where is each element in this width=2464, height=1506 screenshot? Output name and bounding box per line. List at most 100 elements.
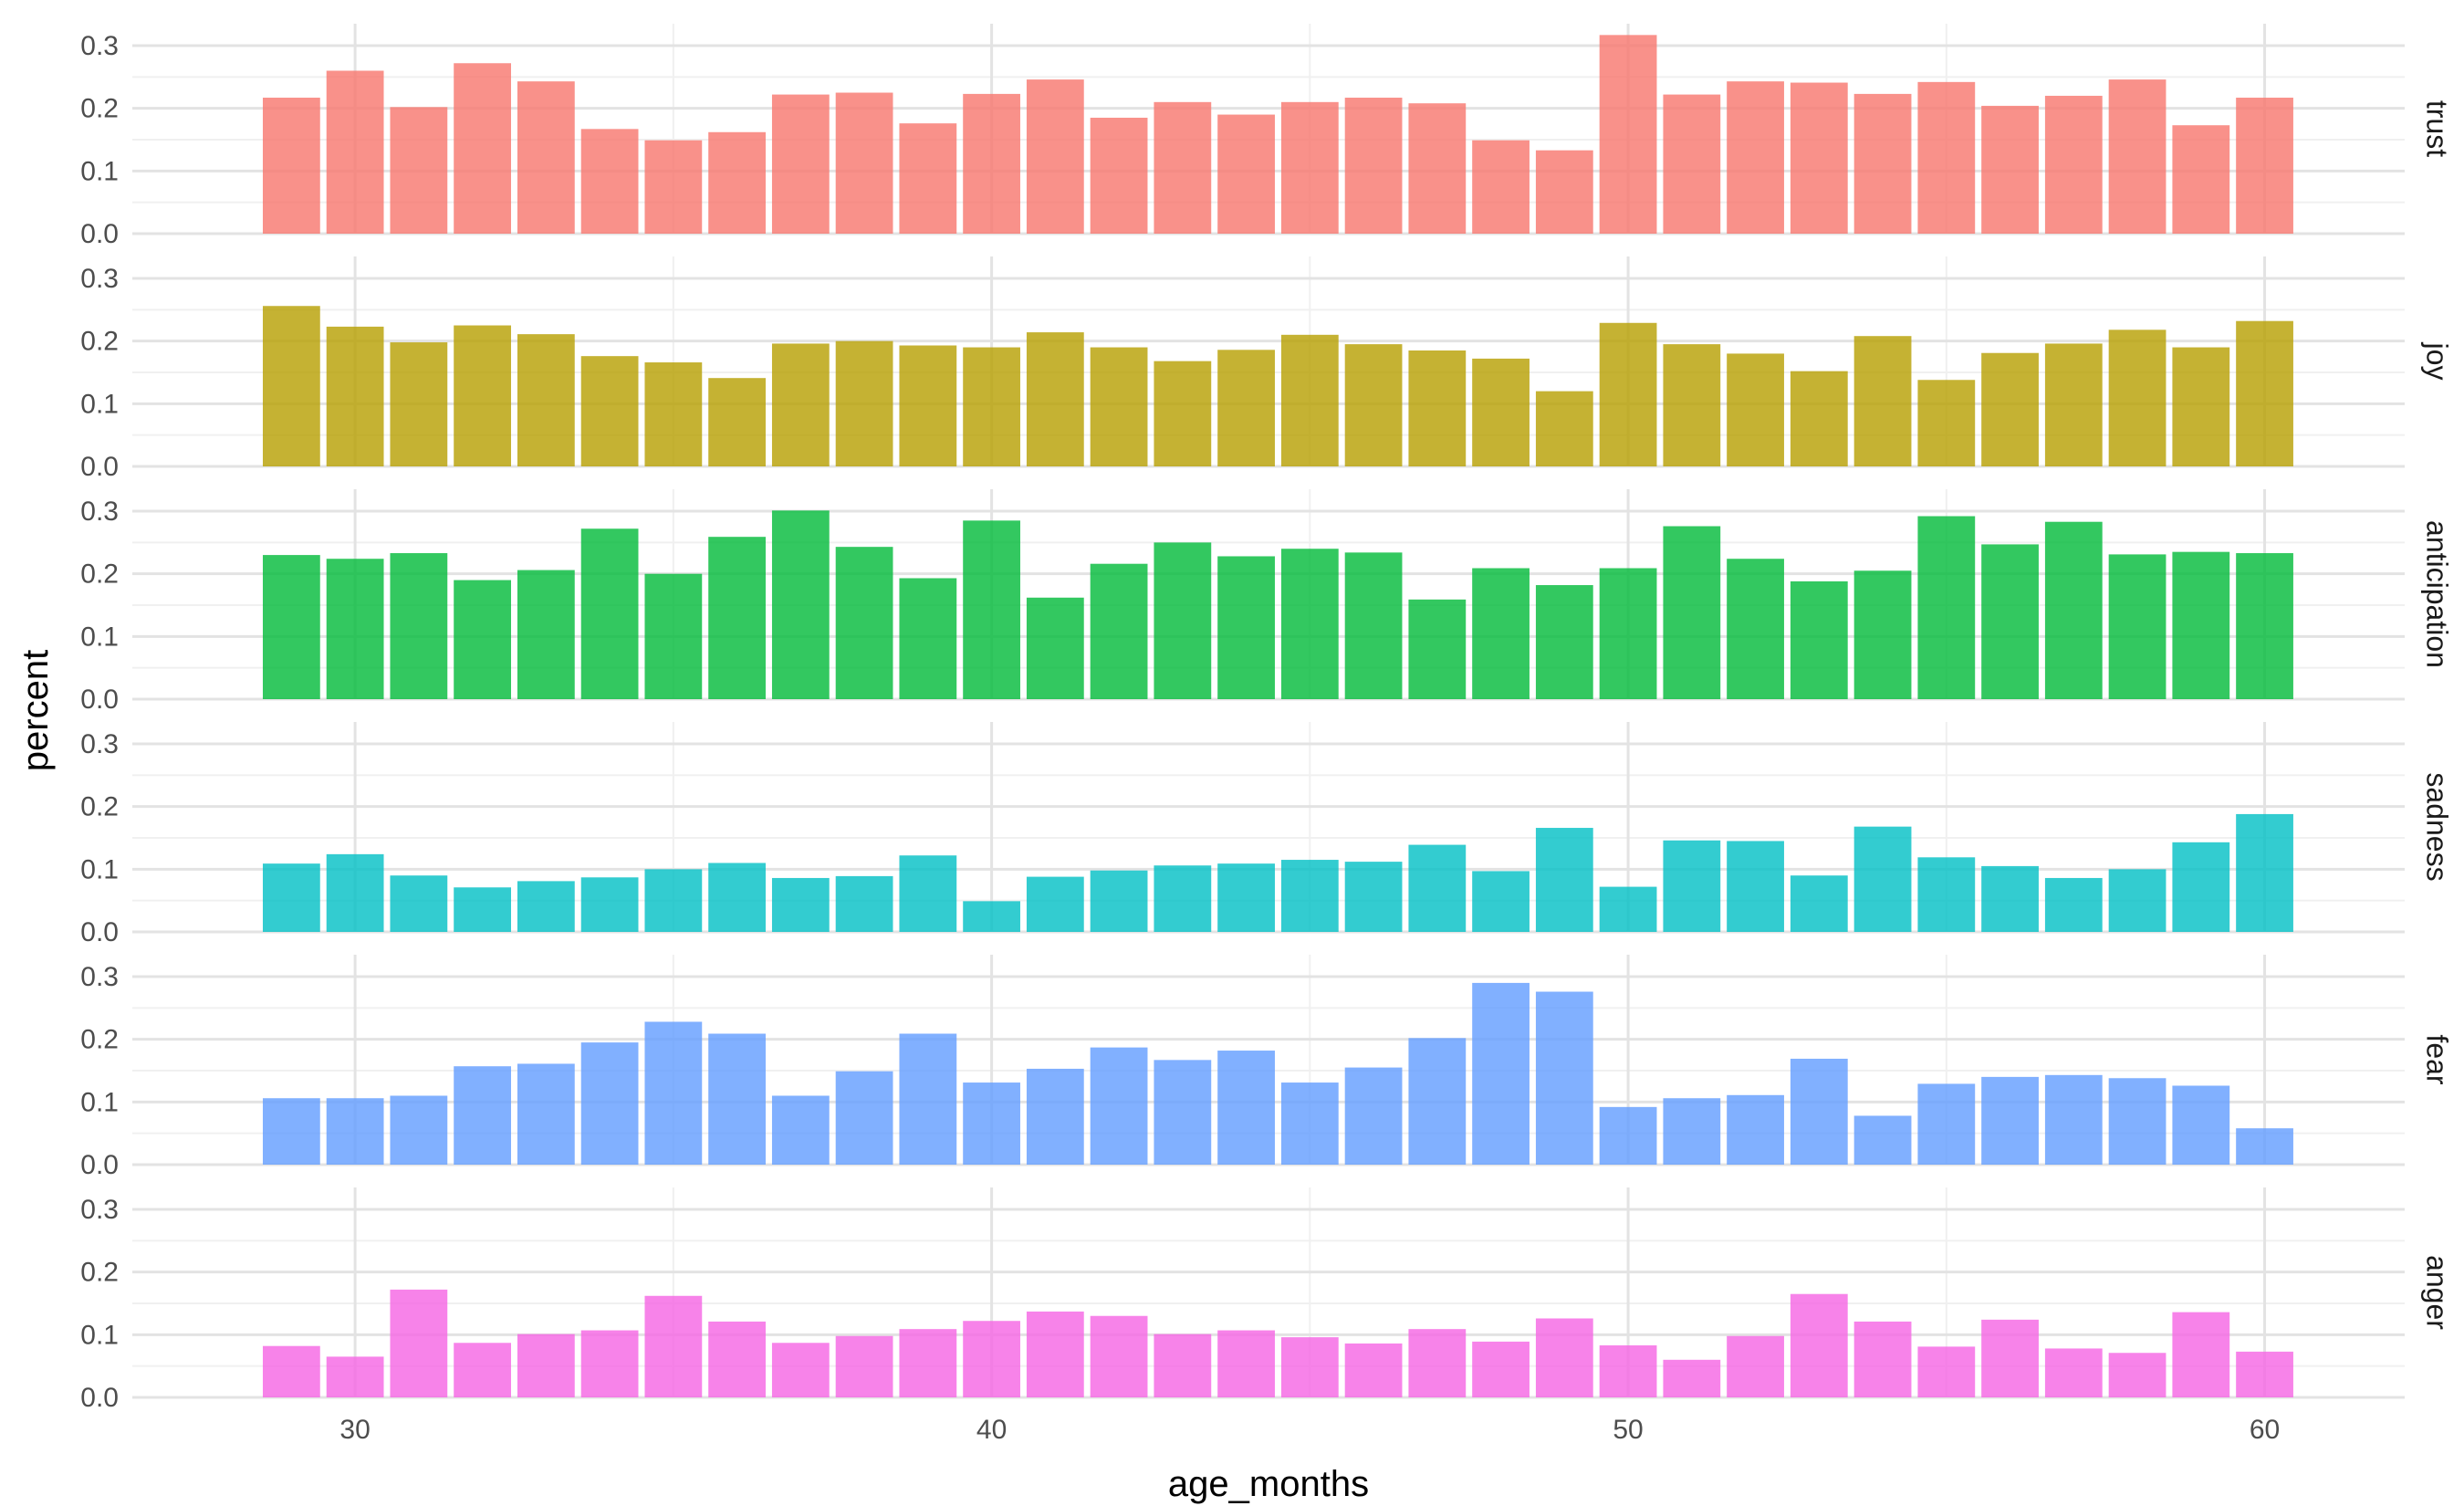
bar-anger (1790, 1293, 1848, 1397)
bar-sadness (517, 881, 575, 932)
bar-anticipation (1599, 568, 1657, 699)
bar-anticipation (2108, 554, 2166, 699)
bar-anticipation (1853, 570, 1912, 699)
bar-joy (899, 345, 957, 466)
bar-trust (1981, 105, 2039, 234)
y-tick-label: 0.2 (80, 792, 119, 822)
bar-anger (708, 1321, 766, 1397)
bar-trust (2044, 95, 2103, 234)
y-axis-title: percent (16, 650, 56, 771)
x-tick-label: 40 (976, 1415, 1007, 1445)
bar-sadness (454, 887, 511, 932)
bar-trust (2172, 125, 2230, 234)
y-tick-label: 0.1 (80, 156, 119, 186)
bar-fear (2236, 1128, 2293, 1165)
bar-fear (1663, 1098, 1721, 1165)
bar-fear (1981, 1076, 2039, 1165)
bar-joy (708, 378, 766, 466)
bar-sadness (708, 863, 766, 932)
bar-fear (2044, 1074, 2103, 1165)
bar-sadness (899, 855, 957, 932)
y-tick-label: 0.2 (80, 94, 119, 124)
bar-sadness (1727, 841, 1784, 932)
bar-anticipation (2172, 551, 2230, 699)
bar-sadness (2236, 813, 2293, 932)
bar-anticipation (1663, 526, 1721, 699)
y-tick-label: 0.3 (80, 31, 119, 61)
bar-joy (1026, 332, 1084, 466)
bar-fear (1535, 991, 1593, 1165)
bar-sadness (262, 863, 320, 932)
bar-trust (390, 107, 448, 234)
bar-fear (899, 1033, 957, 1165)
bar-sadness (1917, 857, 1976, 932)
bar-trust (1026, 79, 1084, 234)
bar-joy (1599, 322, 1657, 466)
y-tick-label: 0.0 (80, 1383, 119, 1413)
bar-anticipation (390, 553, 448, 699)
bar-fear (1344, 1067, 1403, 1165)
bar-anticipation (1981, 544, 2039, 699)
y-tick-label: 0.3 (80, 729, 119, 759)
bar-anticipation (262, 555, 320, 699)
bar-sadness (1472, 871, 1530, 932)
y-tick-label: 0.3 (80, 962, 119, 992)
bar-sadness (1535, 828, 1593, 932)
bar-joy (2172, 347, 2230, 466)
bar-anticipation (1026, 597, 1084, 699)
bar-anticipation (1790, 580, 1848, 699)
bar-fear (326, 1098, 384, 1165)
y-tick-label: 0.0 (80, 917, 119, 947)
bar-anger (963, 1321, 1020, 1397)
facet-panel-anticipation: 0.0 0.1 0.2 0.3 anticipation (80, 489, 2454, 715)
bar-trust (708, 131, 766, 234)
bar-joy (390, 342, 448, 466)
bar-sadness (1408, 844, 1467, 932)
bar-anger (1217, 1330, 1275, 1397)
bar-joy (1217, 350, 1275, 466)
bar-anticipation (1217, 556, 1275, 699)
bar-sadness (1026, 876, 1084, 932)
bar-anticipation (899, 578, 957, 699)
bar-anger (1599, 1345, 1657, 1397)
bar-trust (262, 98, 320, 234)
facet-strip-label: anticipation (2421, 520, 2454, 668)
bar-fear (1090, 1047, 1148, 1165)
bar-anticipation (1535, 585, 1593, 699)
y-tick-label: 0.2 (80, 1258, 119, 1288)
bar-fear (1408, 1038, 1467, 1165)
bar-fear (1280, 1082, 1339, 1165)
bar-trust (1217, 114, 1275, 234)
bar-joy (1727, 353, 1784, 466)
bar-fear (1790, 1058, 1848, 1165)
bar-anticipation (517, 570, 575, 699)
bar-trust (1090, 117, 1148, 234)
bar-trust (1727, 81, 1784, 234)
bar-anger (1472, 1341, 1530, 1397)
y-tick-label: 0.1 (80, 622, 119, 652)
bar-trust (2236, 98, 2293, 234)
bar-anticipation (963, 520, 1020, 699)
bar-anticipation (644, 573, 703, 699)
bar-joy (1917, 380, 1976, 466)
x-tick-label: 30 (339, 1415, 370, 1445)
bar-anger (517, 1333, 575, 1397)
x-tick-label: 60 (2250, 1415, 2280, 1445)
bar-anticipation (454, 580, 511, 699)
bar-fear (1727, 1094, 1784, 1165)
bar-anger (1853, 1321, 1912, 1397)
bar-joy (1535, 391, 1593, 466)
bar-joy (1790, 371, 1848, 466)
bar-anticipation (1917, 516, 1976, 699)
bar-anger (899, 1329, 957, 1397)
bar-fear (644, 1021, 703, 1165)
bar-anger (1917, 1346, 1976, 1397)
bar-anticipation (2044, 521, 2103, 699)
bar-anger (1026, 1311, 1084, 1397)
bar-trust (1599, 35, 1657, 234)
facet-panel-fear: 0.0 0.1 0.2 0.3 fear (80, 955, 2454, 1180)
bar-anticipation (1090, 563, 1148, 699)
bar-anticipation (1154, 542, 1212, 699)
bar-anger (454, 1343, 511, 1397)
